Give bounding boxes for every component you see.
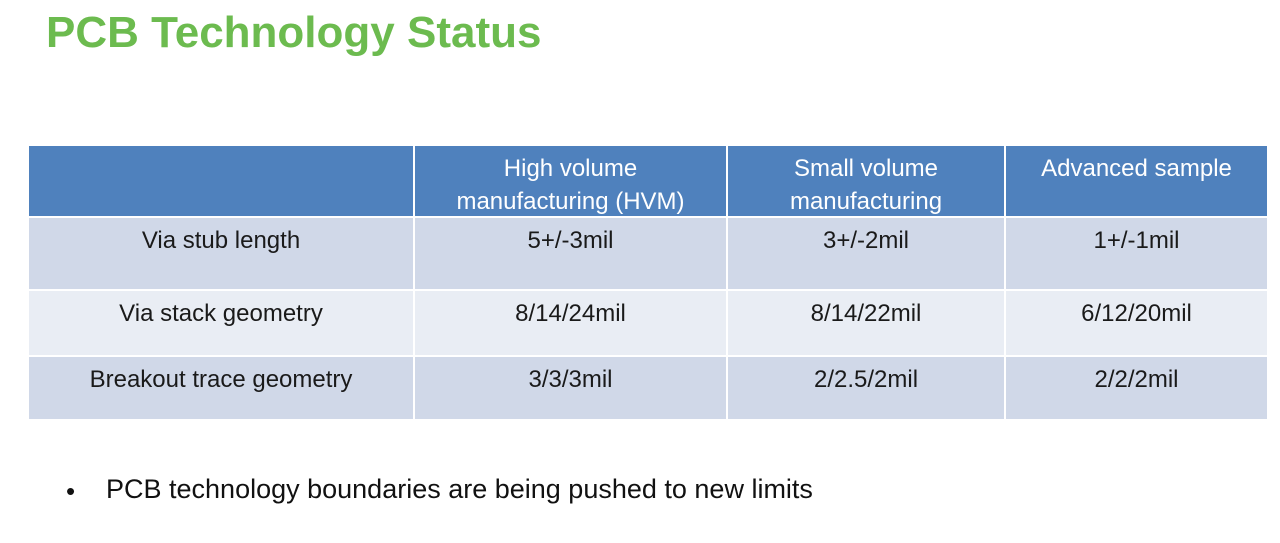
table-cell: High volume manufacturing (HVM) bbox=[414, 145, 727, 217]
table-cell: Advanced sample bbox=[1005, 145, 1268, 217]
bullet-marker: • bbox=[66, 476, 76, 506]
table-cell: 2/2.5/2mil bbox=[727, 356, 1005, 420]
table-cell: 2/2/2mil bbox=[1005, 356, 1268, 420]
table-cell: 1+/-1mil bbox=[1005, 217, 1268, 290]
table-cell: Breakout trace geometry bbox=[28, 356, 414, 420]
table-cell: 5+/-3mil bbox=[414, 217, 727, 290]
table-cell: Via stack geometry bbox=[28, 290, 414, 356]
table-cell: Small volume manufacturing bbox=[727, 145, 1005, 217]
table-cell-empty bbox=[28, 145, 414, 217]
table-cell: 8/14/22mil bbox=[727, 290, 1005, 356]
table-cell: 6/12/20mil bbox=[1005, 290, 1268, 356]
table-cell: 3+/-2mil bbox=[727, 217, 1005, 290]
table-cell: Via stub length bbox=[28, 217, 414, 290]
slide-title: PCB Technology Status bbox=[46, 8, 542, 57]
bullet-text: PCB technology boundaries are being push… bbox=[106, 474, 813, 504]
table-cell: 8/14/24mil bbox=[414, 290, 727, 356]
table-cell: 3/3/3mil bbox=[414, 356, 727, 420]
